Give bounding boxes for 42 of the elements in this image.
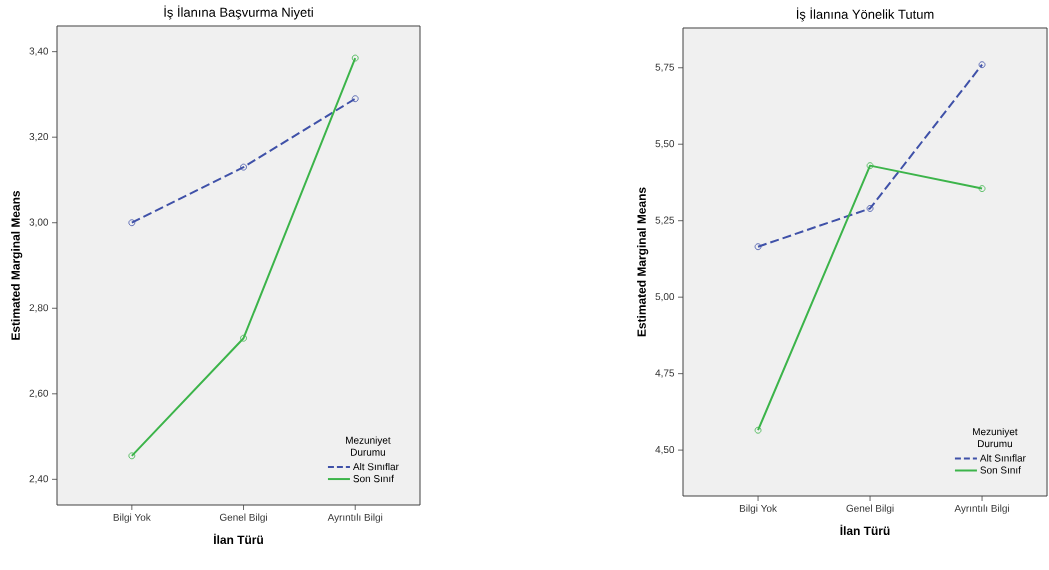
legend-title: Mezuniyet Durumu [346, 436, 391, 456]
y-tick-label: 4,75 [655, 369, 675, 378]
x-tick-label: Genel Bilgi [219, 513, 267, 523]
legend-label: Alt Sınıflar [352, 462, 399, 471]
point [978, 185, 986, 192]
chart-title: İş İlanına Başvurma Niyeti [164, 5, 313, 20]
legend-title: Mezuniyet Durumu [973, 427, 1018, 448]
y-tick-label: 5,75 [655, 63, 675, 72]
x-axis-title: İlan Türü [214, 533, 263, 544]
y-tick-label: 2,80 [29, 304, 49, 313]
y-tick-label: 3,20 [29, 133, 49, 142]
y-tick-label: 5,00 [655, 293, 675, 302]
chart-title: İş İlanına Yönelik Tutum [796, 7, 934, 22]
legend-label: Alt Sınıflar [979, 454, 1026, 462]
point [866, 162, 874, 170]
legend-label: Son Sınıf [980, 466, 1021, 474]
point [978, 61, 986, 69]
point [866, 205, 874, 212]
x-axis-title: İlan Türü [840, 524, 890, 535]
point [351, 54, 359, 62]
point [754, 426, 762, 434]
y-tick-label: 5,50 [655, 140, 675, 149]
point [754, 243, 762, 251]
y-axis-title: Estimated Marginal Means [637, 187, 649, 337]
y-tick-label: 2,60 [29, 389, 49, 398]
y-tick-label: 3,00 [29, 218, 49, 227]
x-tick-label: Ayrıntılı Bilgi [954, 504, 1009, 514]
y-tick-label: 5,25 [655, 216, 675, 225]
x-tick-label: Bilgi Yok [113, 513, 151, 523]
x-tick-label: Ayrıntılı Bilgi [327, 513, 383, 523]
point [240, 334, 247, 342]
point [128, 452, 136, 460]
y-axis-title: Estimated Marginal Means [11, 190, 23, 340]
legend-label: Son Sınıf [353, 474, 394, 483]
y-tick-label: 3,40 [29, 47, 49, 56]
point [128, 219, 136, 227]
x-tick-label: Bilgi Yok [739, 504, 777, 514]
point [240, 163, 247, 171]
y-tick-label: 4,50 [655, 446, 675, 455]
point [351, 95, 359, 103]
x-tick-label: Genel Bilgi [846, 504, 894, 514]
y-tick-label: 2,40 [29, 475, 49, 484]
